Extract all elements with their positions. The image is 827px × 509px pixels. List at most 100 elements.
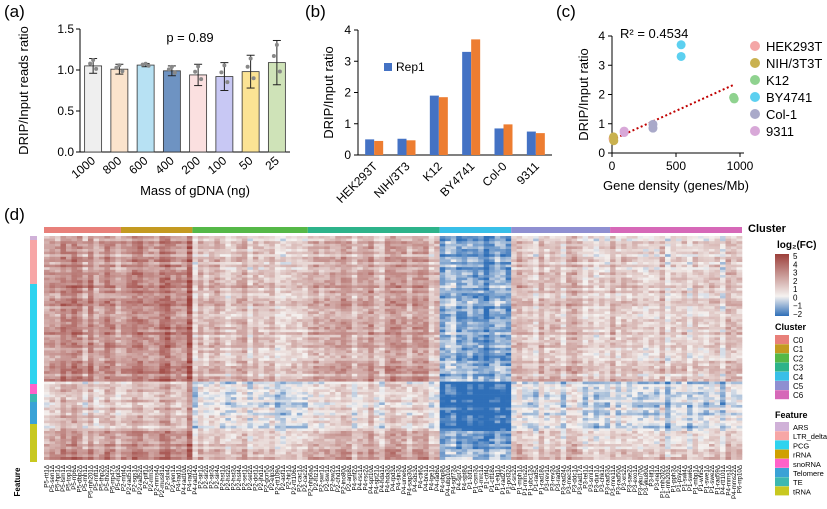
d-heat-cell [632,246,638,250]
d-heat-cell [186,311,193,315]
d-heat-cell [599,275,605,278]
d-heat-cell [65,236,72,239]
d-heat-cell [225,251,232,255]
d-heat-cell [643,293,649,297]
d-heat-cell [291,282,298,286]
d-heat-cell [681,314,688,317]
d-heat-cell [379,308,386,312]
d-heat-cell [516,298,523,302]
d-heat-cell [450,332,457,336]
d-heat-cell [390,256,397,260]
b-bar [462,51,472,155]
d-heat-cell [93,329,100,333]
d-heat-cell [324,293,331,297]
d-heat-cell [71,282,78,286]
d-heat-cell [676,264,682,268]
d-heat-cell [142,275,149,278]
d-cluster-title: Cluster [748,223,787,235]
d-heat-cell [648,241,655,245]
d-heat-cell [131,319,138,323]
d-heat-cell [181,269,188,273]
d-heat-cell [709,298,715,302]
d-heat-cell [500,316,506,320]
d-heat-cell [142,303,149,307]
d-heat-cell [610,319,616,323]
d-heat-cell [54,295,61,299]
d-heat-cell [225,324,232,328]
d-heat-cell [582,308,589,312]
d-heat-cell [703,246,710,250]
d-heat-cell [175,243,182,247]
d-heat-cell [115,327,122,330]
d-heat-cell [434,280,441,284]
d-heat-cell [406,324,413,328]
d-heat-cell [379,298,386,302]
d-heat-cell [549,311,556,315]
d-heat-cell [478,251,484,255]
d-heat-cell [698,308,704,312]
d-heat-cell [681,249,688,252]
d-heat-cell [439,321,446,325]
d-heat-cell [318,303,325,307]
d-heat-cell [368,329,375,333]
d-heat-cell [247,280,254,284]
d-heat-cell [186,275,193,278]
d-heat-cell [285,251,292,255]
d-heat-cell [335,316,342,320]
d-heat-cell [60,303,67,307]
d-heat-cell [44,269,50,273]
d-heat-cell [296,301,303,304]
d-heat-cell [258,251,265,255]
d-heat-cell [522,280,528,284]
d-heat-cell [703,308,710,312]
d-heat-cell [736,293,743,297]
d-heat-cell [659,254,666,258]
d-heat-cell [604,301,611,304]
d-heat-cell [357,264,364,268]
d-heat-cell [104,314,111,317]
d-heat-cell [346,293,353,297]
d-heat-cell [71,316,78,320]
d-heat-cell [390,332,397,336]
d-heat-cell [445,303,452,307]
d-heat-cell [588,246,594,250]
d-heat-cell [71,259,78,263]
d-heat-cell [285,314,292,317]
d-heat-cell [478,306,484,310]
d-heat-cell [599,308,605,312]
d-heat-cell [582,275,589,278]
d-heat-cell [533,238,539,242]
c-point [676,40,686,50]
d-heat-cell [533,275,539,278]
d-heat-cell [362,324,369,328]
d-heat-cell [137,316,144,320]
d-heat-cell [76,259,83,263]
d-heat-cell [280,303,287,307]
d-heat-cell [109,332,116,336]
d-heat-cell [461,238,468,242]
d-heat-cell [395,316,402,320]
d-heat-cell [54,236,61,239]
d-heat-cell [637,298,644,302]
d-heat-cell [247,238,254,242]
d-heat-cell [197,282,204,286]
d-heat-cell [637,241,644,245]
d-heat-cell [159,282,166,286]
d-heat-cell [412,295,419,299]
d-heat-cell [412,236,419,239]
d-heat-cell [296,241,303,245]
d-heat-cell [164,280,171,284]
d-heat-cell [417,301,424,304]
d-heat-cell [577,264,583,268]
d-heat-cell [346,236,353,239]
d-heat-cell [76,319,83,323]
d-heat-cell [175,246,182,250]
d-heat-cell [373,249,380,252]
d-heat-cell [593,241,600,245]
d-heat-cell [291,280,298,284]
d-heat-cell [720,251,726,255]
d-heat-cell [181,285,188,289]
d-heat-cell [296,311,303,315]
d-heat-cell [247,241,254,245]
d-heat-cell [456,249,463,252]
